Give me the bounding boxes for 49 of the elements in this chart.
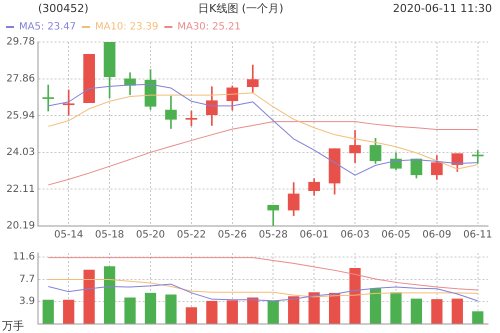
x-tick-label: 06-05 [381,230,410,241]
bar [431,299,442,324]
x-tick-label: 05-14 [54,230,84,241]
x-tick-label: 05-20 [136,230,166,241]
chart-title: 日K线图 (一个月) [198,0,284,16]
y-tick-label: 27.86 [6,73,35,84]
y-tick-label: 29.78 [6,36,35,48]
bar [410,298,422,324]
bar [63,300,74,324]
x-tick-label: 06-03 [340,230,370,241]
bar [165,294,177,324]
bar [308,292,320,324]
y-tick-label: 22.11 [6,184,35,195]
text: 2020-06-11 11:30 [392,2,492,14]
y-tick-label: 7.7 [19,274,35,286]
bar [42,300,54,324]
bar [328,292,340,324]
x-tick-label: 06-01 [300,230,329,241]
legend-label: MA30: 25.21 [177,22,241,33]
bar [288,296,300,324]
bar [84,270,95,324]
x-tick-label: 06-11 [463,230,492,241]
x-tick-label: 05-18 [95,230,124,241]
x-tick-label: 05-28 [258,230,288,241]
bar [247,297,258,324]
y-tick-label: 3.9 [19,296,35,308]
bar [206,300,218,324]
bar [268,300,279,324]
bar [144,292,156,324]
y-tick-label: 25.94 [6,110,35,122]
bar [349,268,361,324]
bar [452,298,463,324]
bar [472,311,484,324]
y-tick-label: 11.6 [12,252,35,263]
x-tick-label: 06-09 [422,230,452,241]
bar [226,300,238,324]
bar [390,292,402,324]
y-tick-label: 24.03 [6,146,35,158]
y-tick-label: 20.19 [6,220,35,232]
bar [186,307,198,324]
bar [370,288,382,324]
legend-label: MA5: 23.47 [19,22,76,33]
x-tick-label: 05-22 [176,230,206,241]
text: (300452) [38,2,89,14]
legend-label: MA10: 23.39 [95,22,158,33]
x-tick-label: 05-26 [218,230,247,241]
bar [124,297,136,324]
bar [104,266,116,324]
y-axis-title: 万手 [2,319,24,332]
